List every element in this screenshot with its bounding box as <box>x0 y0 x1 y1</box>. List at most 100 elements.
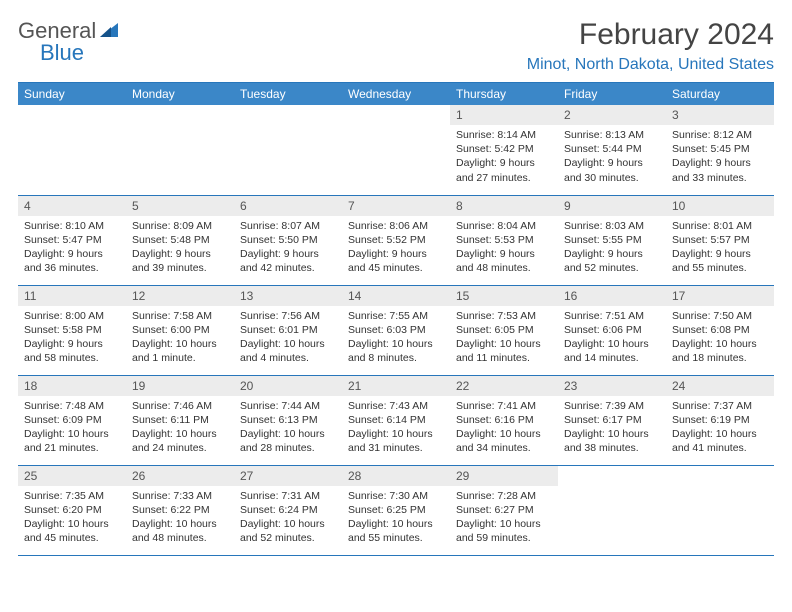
day-cell: 20Sunrise: 7:44 AMSunset: 6:13 PMDayligh… <box>234 375 342 465</box>
day-cell: 25Sunrise: 7:35 AMSunset: 6:20 PMDayligh… <box>18 465 126 555</box>
day-body: Sunrise: 8:00 AMSunset: 5:58 PMDaylight:… <box>18 306 126 372</box>
day-cell: 9Sunrise: 8:03 AMSunset: 5:55 PMDaylight… <box>558 195 666 285</box>
day-cell: 18Sunrise: 7:48 AMSunset: 6:09 PMDayligh… <box>18 375 126 465</box>
daylight-text: Daylight: 10 hours and 41 minutes. <box>672 427 768 455</box>
day-number: 28 <box>342 466 450 486</box>
day-cell: 12Sunrise: 7:58 AMSunset: 6:00 PMDayligh… <box>126 285 234 375</box>
day-number: 17 <box>666 286 774 306</box>
day-number: 2 <box>558 105 666 125</box>
day-number: 3 <box>666 105 774 125</box>
day-body: Sunrise: 7:55 AMSunset: 6:03 PMDaylight:… <box>342 306 450 372</box>
day-number: 18 <box>18 376 126 396</box>
month-title: February 2024 <box>527 18 774 52</box>
day-body: Sunrise: 8:06 AMSunset: 5:52 PMDaylight:… <box>342 216 450 282</box>
day-body: Sunrise: 7:43 AMSunset: 6:14 PMDaylight:… <box>342 396 450 462</box>
day-number: 10 <box>666 196 774 216</box>
sunset-text: Sunset: 6:16 PM <box>456 413 552 427</box>
day-cell: 28Sunrise: 7:30 AMSunset: 6:25 PMDayligh… <box>342 465 450 555</box>
sunrise-text: Sunrise: 7:55 AM <box>348 309 444 323</box>
day-body: Sunrise: 7:44 AMSunset: 6:13 PMDaylight:… <box>234 396 342 462</box>
day-body: Sunrise: 7:56 AMSunset: 6:01 PMDaylight:… <box>234 306 342 372</box>
day-number: 1 <box>450 105 558 125</box>
sunset-text: Sunset: 6:00 PM <box>132 323 228 337</box>
calendar-table: SundayMondayTuesdayWednesdayThursdayFrid… <box>18 83 774 556</box>
daylight-text: Daylight: 9 hours and 30 minutes. <box>564 156 660 184</box>
empty-cell <box>666 465 774 555</box>
day-body: Sunrise: 8:09 AMSunset: 5:48 PMDaylight:… <box>126 216 234 282</box>
day-cell: 24Sunrise: 7:37 AMSunset: 6:19 PMDayligh… <box>666 375 774 465</box>
daylight-text: Daylight: 10 hours and 1 minute. <box>132 337 228 365</box>
sunrise-text: Sunrise: 7:43 AM <box>348 399 444 413</box>
day-number: 7 <box>342 196 450 216</box>
day-body: Sunrise: 7:48 AMSunset: 6:09 PMDaylight:… <box>18 396 126 462</box>
day-cell: 17Sunrise: 7:50 AMSunset: 6:08 PMDayligh… <box>666 285 774 375</box>
day-body: Sunrise: 7:58 AMSunset: 6:00 PMDaylight:… <box>126 306 234 372</box>
day-cell: 21Sunrise: 7:43 AMSunset: 6:14 PMDayligh… <box>342 375 450 465</box>
day-body: Sunrise: 8:03 AMSunset: 5:55 PMDaylight:… <box>558 216 666 282</box>
sunrise-text: Sunrise: 8:14 AM <box>456 128 552 142</box>
daylight-text: Daylight: 10 hours and 28 minutes. <box>240 427 336 455</box>
day-number: 9 <box>558 196 666 216</box>
daylight-text: Daylight: 10 hours and 55 minutes. <box>348 517 444 545</box>
sunrise-text: Sunrise: 8:00 AM <box>24 309 120 323</box>
week-row: 25Sunrise: 7:35 AMSunset: 6:20 PMDayligh… <box>18 465 774 555</box>
logo-sail-icon <box>98 23 120 44</box>
daylight-text: Daylight: 10 hours and 18 minutes. <box>672 337 768 365</box>
day-body: Sunrise: 7:37 AMSunset: 6:19 PMDaylight:… <box>666 396 774 462</box>
sunrise-text: Sunrise: 7:30 AM <box>348 489 444 503</box>
day-number: 29 <box>450 466 558 486</box>
sunset-text: Sunset: 6:25 PM <box>348 503 444 517</box>
day-header-sunday: Sunday <box>18 83 126 105</box>
day-header-wednesday: Wednesday <box>342 83 450 105</box>
sunset-text: Sunset: 5:47 PM <box>24 233 120 247</box>
day-number: 16 <box>558 286 666 306</box>
empty-cell <box>558 465 666 555</box>
sunset-text: Sunset: 6:24 PM <box>240 503 336 517</box>
sunrise-text: Sunrise: 8:10 AM <box>24 219 120 233</box>
empty-cell <box>234 105 342 195</box>
sunrise-text: Sunrise: 8:07 AM <box>240 219 336 233</box>
sunrise-text: Sunrise: 8:13 AM <box>564 128 660 142</box>
sunrise-text: Sunrise: 7:51 AM <box>564 309 660 323</box>
sunset-text: Sunset: 6:09 PM <box>24 413 120 427</box>
day-number: 20 <box>234 376 342 396</box>
day-body: Sunrise: 7:35 AMSunset: 6:20 PMDaylight:… <box>18 486 126 552</box>
week-row: 4Sunrise: 8:10 AMSunset: 5:47 PMDaylight… <box>18 195 774 285</box>
day-number: 8 <box>450 196 558 216</box>
day-cell: 6Sunrise: 8:07 AMSunset: 5:50 PMDaylight… <box>234 195 342 285</box>
day-number: 24 <box>666 376 774 396</box>
logo-stack: General Blue <box>18 18 120 66</box>
day-number: 12 <box>126 286 234 306</box>
day-number: 22 <box>450 376 558 396</box>
day-number: 13 <box>234 286 342 306</box>
day-body: Sunrise: 8:10 AMSunset: 5:47 PMDaylight:… <box>18 216 126 282</box>
day-cell: 26Sunrise: 7:33 AMSunset: 6:22 PMDayligh… <box>126 465 234 555</box>
sunrise-text: Sunrise: 7:56 AM <box>240 309 336 323</box>
title-block: February 2024 Minot, North Dakota, Unite… <box>527 18 774 74</box>
daylight-text: Daylight: 10 hours and 59 minutes. <box>456 517 552 545</box>
day-body: Sunrise: 7:51 AMSunset: 6:06 PMDaylight:… <box>558 306 666 372</box>
sunrise-text: Sunrise: 7:53 AM <box>456 309 552 323</box>
day-cell: 22Sunrise: 7:41 AMSunset: 6:16 PMDayligh… <box>450 375 558 465</box>
sunset-text: Sunset: 6:20 PM <box>24 503 120 517</box>
sunset-text: Sunset: 6:22 PM <box>132 503 228 517</box>
sunrise-text: Sunrise: 7:37 AM <box>672 399 768 413</box>
day-number: 26 <box>126 466 234 486</box>
sunrise-text: Sunrise: 8:06 AM <box>348 219 444 233</box>
day-body: Sunrise: 8:14 AMSunset: 5:42 PMDaylight:… <box>450 125 558 191</box>
sunset-text: Sunset: 5:42 PM <box>456 142 552 156</box>
day-cell: 5Sunrise: 8:09 AMSunset: 5:48 PMDaylight… <box>126 195 234 285</box>
day-body: Sunrise: 7:30 AMSunset: 6:25 PMDaylight:… <box>342 486 450 552</box>
sunset-text: Sunset: 5:50 PM <box>240 233 336 247</box>
daylight-text: Daylight: 10 hours and 48 minutes. <box>132 517 228 545</box>
day-cell: 27Sunrise: 7:31 AMSunset: 6:24 PMDayligh… <box>234 465 342 555</box>
day-body: Sunrise: 7:31 AMSunset: 6:24 PMDaylight:… <box>234 486 342 552</box>
week-row: 1Sunrise: 8:14 AMSunset: 5:42 PMDaylight… <box>18 105 774 195</box>
sunset-text: Sunset: 5:55 PM <box>564 233 660 247</box>
day-header-monday: Monday <box>126 83 234 105</box>
daylight-text: Daylight: 10 hours and 38 minutes. <box>564 427 660 455</box>
daylight-text: Daylight: 10 hours and 11 minutes. <box>456 337 552 365</box>
day-body: Sunrise: 8:04 AMSunset: 5:53 PMDaylight:… <box>450 216 558 282</box>
day-number: 5 <box>126 196 234 216</box>
day-header-row: SundayMondayTuesdayWednesdayThursdayFrid… <box>18 83 774 105</box>
